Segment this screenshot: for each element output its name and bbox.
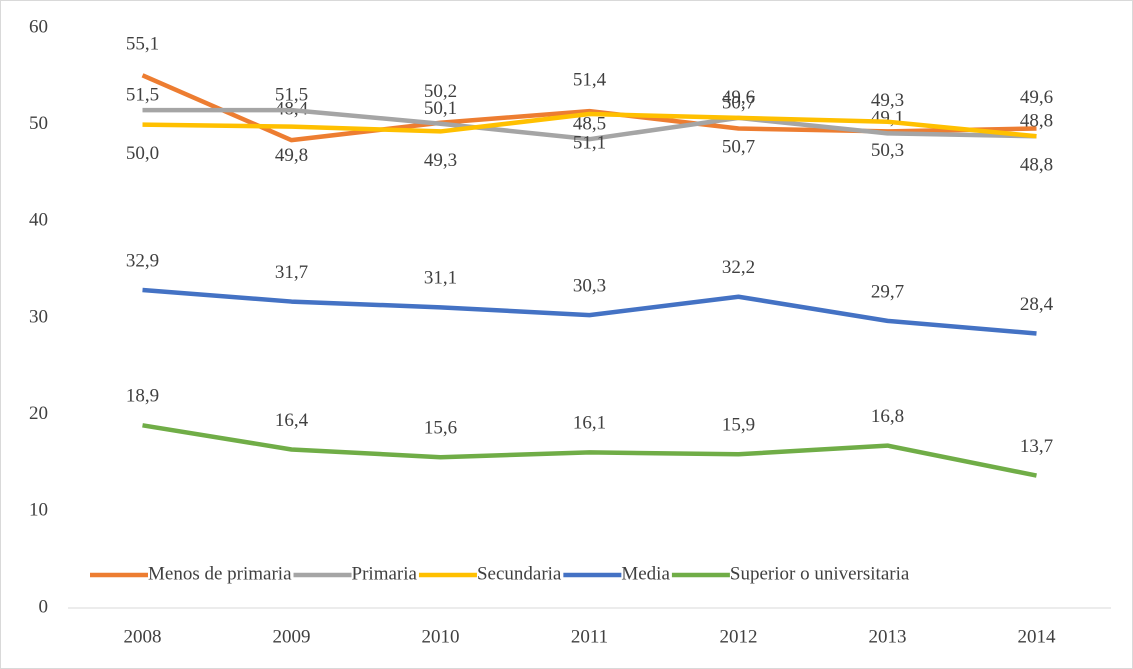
data-label: 29,7 <box>871 281 904 302</box>
data-label: 31,7 <box>275 262 308 283</box>
series-line <box>142 287 1037 336</box>
y-tick-label: 30 <box>29 306 48 327</box>
y-tick-label: 10 <box>29 500 48 521</box>
data-label: 50,2 <box>424 81 457 102</box>
data-label: 30,3 <box>573 275 606 296</box>
x-tick-label: 2009 <box>273 626 311 647</box>
data-label: 49,6 <box>722 87 755 108</box>
data-label: 50,1 <box>424 98 457 119</box>
data-label: 55,1 <box>126 34 159 55</box>
series-line <box>142 107 1037 142</box>
x-tick-label: 2008 <box>124 626 162 647</box>
x-tick-label: 2014 <box>1018 626 1057 647</box>
data-label: 50,3 <box>871 140 904 161</box>
x-tick-label: 2010 <box>422 626 460 647</box>
data-label: 50,0 <box>126 143 159 164</box>
data-label: 18,9 <box>126 386 159 407</box>
data-label: 51,1 <box>573 132 606 153</box>
data-label: 51,5 <box>126 85 159 106</box>
y-tick-label: 50 <box>29 113 48 134</box>
data-label: 31,1 <box>424 268 457 289</box>
legend-label: Primaria <box>352 563 418 584</box>
data-label: 32,2 <box>722 257 755 278</box>
data-label: 49,8 <box>275 145 308 166</box>
data-label: 13,7 <box>1020 436 1053 457</box>
data-label: 50,7 <box>722 92 755 113</box>
y-tick-label: 0 <box>39 596 49 617</box>
y-tick-label: 40 <box>29 210 48 231</box>
x-tick-label: 2011 <box>571 626 608 647</box>
data-label: 49,6 <box>1020 87 1053 108</box>
data-label: 49,1 <box>871 108 904 129</box>
data-label: 51,4 <box>573 69 607 90</box>
legend-label: Menos de primaria <box>148 563 292 584</box>
y-tick-label: 60 <box>29 16 48 37</box>
data-label: 16,4 <box>275 410 309 431</box>
legend-label: Secundaria <box>477 563 562 584</box>
data-label: 49,3 <box>424 150 457 171</box>
data-label: 15,6 <box>424 418 457 439</box>
data-label: 28,4 <box>1020 294 1054 315</box>
data-label: 32,9 <box>126 250 159 271</box>
series-line <box>142 111 1037 139</box>
data-label: 51,5 <box>275 85 308 106</box>
data-label: 16,8 <box>871 406 904 427</box>
data-label: 50,7 <box>722 136 755 157</box>
data-label: 16,1 <box>573 413 606 434</box>
data-label: 48,8 <box>1020 111 1053 132</box>
data-label: 49,3 <box>871 90 904 111</box>
data-label: 48,8 <box>1020 155 1053 176</box>
data-label: 48,5 <box>573 114 606 135</box>
y-tick-label: 20 <box>29 403 48 424</box>
legend-label: Superior o universitaria <box>730 563 910 584</box>
data-label: 15,9 <box>722 415 755 436</box>
x-tick-label: 2012 <box>720 626 758 647</box>
series-line <box>142 423 1037 478</box>
legend-label: Media <box>621 563 670 584</box>
x-tick-label: 2013 <box>869 626 907 647</box>
